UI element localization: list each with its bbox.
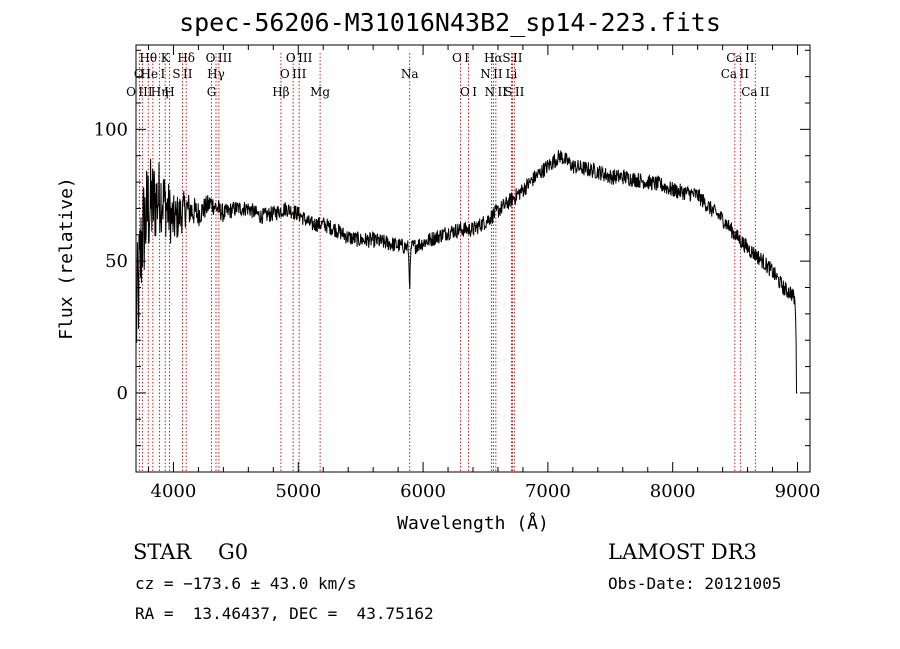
spectrum-series [135, 149, 798, 394]
spectral-line-label: Hθ [139, 51, 157, 65]
spectral-line-label: Na [401, 67, 419, 81]
y-tick-label: 50 [105, 251, 128, 272]
spectral-line-label: N II [485, 85, 508, 99]
axis-ticks: 4000 5000 6000 7000 8000 9000 0 50 100 [94, 45, 821, 502]
spectral-line-label: N II [480, 67, 503, 81]
spectral-line-label: Mg [310, 85, 330, 99]
x-tick-label: 5000 [275, 481, 321, 502]
y-tick-label: 0 [117, 383, 128, 404]
x-tick-label: 8000 [650, 481, 696, 502]
x-tick-label: 4000 [151, 481, 197, 502]
spectral-line-label: Li [506, 67, 518, 81]
spectral-line-label: Hα [484, 51, 503, 65]
spectral-line-label: S II [504, 85, 524, 99]
x-tick-label: 6000 [400, 481, 446, 502]
class-label: STAR [133, 540, 192, 564]
spectral-line-label: O I [134, 67, 151, 81]
spectral-line-label: S II [172, 67, 192, 81]
spectral-line-label: H [164, 85, 174, 99]
spectral-line-label: Hγ [207, 67, 225, 81]
coordinates: RA = 13.46437, DEC = 43.75162 [135, 604, 434, 623]
subclass-label: G0 [217, 540, 249, 564]
spectral-line-label: G [207, 85, 217, 99]
spectral-line-label: O I [460, 85, 477, 99]
spectral-line-label: O III [206, 51, 233, 65]
x-tick-label: 9000 [775, 481, 821, 502]
x-axis-label: Wavelength (Å) [397, 512, 549, 534]
spectral-line-label: Ca II [726, 51, 754, 65]
spectral-line-label: Hβ [272, 85, 289, 99]
y-tick-label: 100 [94, 119, 128, 140]
redshift-text: cz = −173.6 ± 43.0 km/s [135, 574, 357, 593]
spectral-line-label: S II [502, 51, 522, 65]
spectral-line-label: Ca II [741, 85, 769, 99]
spectral-line-label: O III [286, 51, 313, 65]
spectral-line-label: O I [452, 51, 469, 65]
spectral-line-label: He I [140, 67, 165, 81]
x-tick-label: 7000 [525, 481, 571, 502]
line-labels: O III O I Hθ He I Hη K H S II Hδ G Hγ O III Hβ O III O… [126, 51, 770, 99]
spectral-line-label: Hη [151, 85, 169, 99]
spectral-line-label: O III [126, 85, 153, 99]
star-class: STAR G0 [133, 540, 248, 564]
plot-frame [135, 44, 811, 473]
chart-title: spec-56206-M31016N43B2_sp14-223.fits [179, 8, 721, 37]
spectral-lines-layer [138, 53, 756, 472]
obs-date: Obs-Date: 20121005 [608, 574, 782, 593]
spectral-line-label: O III [280, 67, 307, 81]
survey-label: LAMOST DR3 [608, 540, 757, 564]
spectral-line-label: K [161, 51, 171, 65]
spectral-line-label: Hδ [177, 51, 195, 65]
spectral-line-label: Ca II [721, 67, 749, 81]
y-axis-label: Flux (relative) [56, 177, 77, 340]
